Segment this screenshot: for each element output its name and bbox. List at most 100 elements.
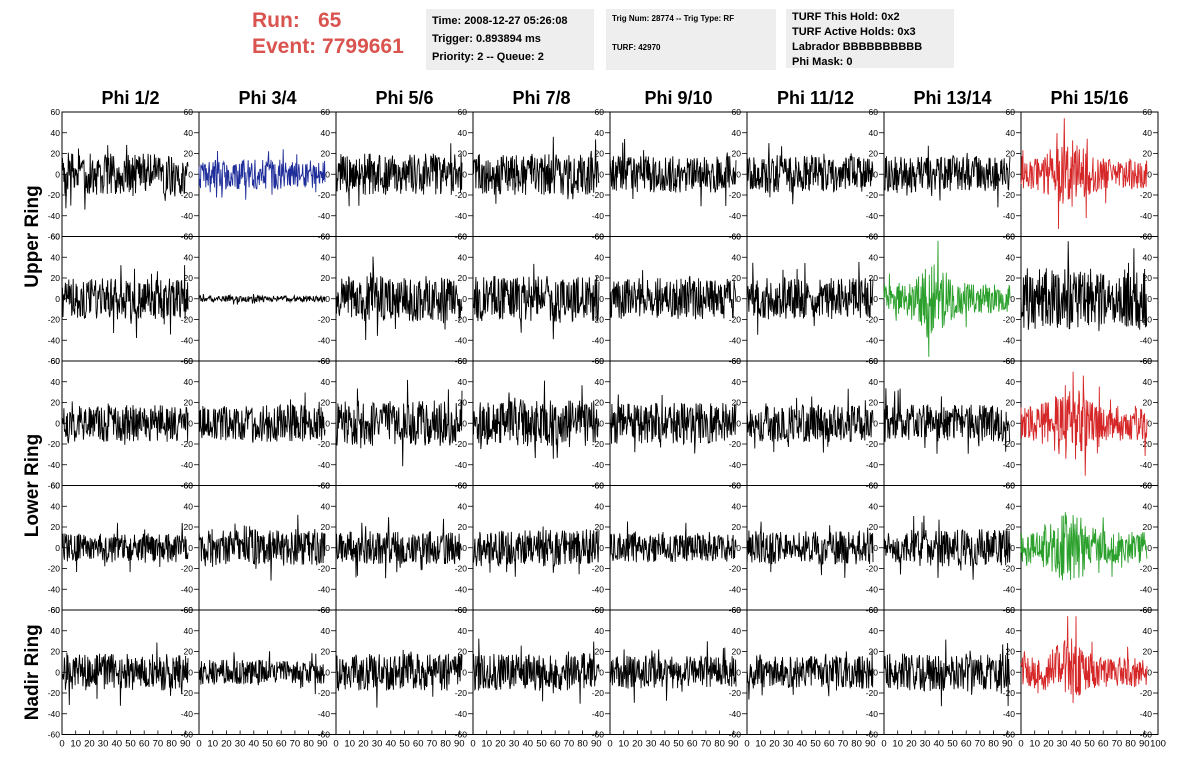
- y-tick-label: 20: [869, 149, 879, 159]
- y-tick-label: -40: [1140, 335, 1153, 345]
- y-tick-label: -20: [1140, 190, 1153, 200]
- y-tick-label: 20: [1006, 398, 1016, 408]
- y-tick-label: -20: [1140, 439, 1153, 449]
- y-tick-label: 40: [1006, 377, 1016, 387]
- y-tick-label: 0: [599, 543, 604, 553]
- y-tick-label: -40: [866, 211, 879, 221]
- y-tick-label: 0: [873, 418, 878, 428]
- x-tick-label: 80: [440, 739, 451, 750]
- x-tick-label: 80: [714, 739, 725, 750]
- y-tick-label: 40: [321, 377, 331, 387]
- y-tick-label: -40: [866, 584, 879, 594]
- y-tick-label: -20: [318, 564, 331, 574]
- y-tick-label: 60: [1006, 232, 1016, 242]
- y-tick-label: 0: [1147, 418, 1152, 428]
- x-tick-label: 50: [810, 739, 821, 750]
- y-tick-label: 0: [873, 543, 878, 553]
- waveform-trace: [61, 522, 189, 573]
- x-tick-label: 40: [1071, 739, 1082, 750]
- y-tick-label: -20: [592, 190, 605, 200]
- x-tick-label: 10: [892, 739, 903, 750]
- waveform-trace: [198, 392, 326, 443]
- waveform-trace: [883, 145, 1011, 208]
- y-tick-label: 0: [873, 169, 878, 179]
- y-tick-label: -40: [455, 211, 468, 221]
- y-tick-label: 0: [55, 294, 60, 304]
- y-tick-label: 60: [732, 107, 742, 117]
- y-tick-label: 60: [458, 605, 468, 615]
- y-tick-label: -40: [866, 335, 879, 345]
- y-tick-label: 60: [51, 107, 61, 117]
- x-tick-label: 60: [550, 739, 561, 750]
- x-tick-label: 50: [1084, 739, 1095, 750]
- y-tick-label: 60: [1143, 107, 1153, 117]
- y-tick-label: 40: [51, 252, 61, 262]
- waveform-panel: -60 -60 -40 -40 -20 -20 0 0 20 20 40 40 60 60: [48, 481, 200, 615]
- panel-frame: [883, 360, 1022, 486]
- y-tick-label: -40: [181, 211, 194, 221]
- y-tick-label: 0: [873, 294, 878, 304]
- y-tick-label: 60: [732, 481, 742, 491]
- y-tick-label: 40: [321, 626, 331, 636]
- y-tick-label: 40: [51, 128, 61, 138]
- y-tick-label: -20: [729, 564, 742, 574]
- y-tick-label: 20: [1143, 273, 1153, 283]
- x-tick-label: 60: [276, 739, 287, 750]
- y-tick-label: 60: [595, 356, 605, 366]
- y-tick-label: 60: [1006, 356, 1016, 366]
- y-tick-label: 20: [184, 398, 194, 408]
- y-tick-label: -20: [1140, 564, 1153, 574]
- y-tick-label: 60: [184, 232, 194, 242]
- y-tick-label: 20: [595, 273, 605, 283]
- x-tick-label: 10: [344, 739, 355, 750]
- y-tick-label: 60: [321, 356, 331, 366]
- y-tick-label: 60: [1006, 605, 1016, 615]
- x-tick-label: 0: [196, 739, 201, 750]
- y-tick-label: -40: [455, 460, 468, 470]
- x-tick-label: 70: [975, 739, 986, 750]
- x-tick-label: 70: [427, 739, 438, 750]
- y-tick-label: 40: [869, 626, 879, 636]
- time-text: Time: 2008-12-27 05:26:08: [432, 15, 568, 27]
- waveform-panel: -60 -60 -40 -40 -20 -20 0 0 20 20 40 40 60 60: [48, 605, 200, 740]
- waveform-trace: [61, 642, 189, 706]
- y-tick-label: 40: [184, 626, 194, 636]
- waveform-panel: -60 -60 -40 -40 -20 -20 0 0 20 20 40 40 60 60: [48, 356, 200, 491]
- y-tick-label: 40: [1006, 252, 1016, 262]
- y-tick-label: 60: [458, 107, 468, 117]
- y-tick-label: 0: [736, 294, 741, 304]
- run-value: 65: [318, 9, 342, 32]
- x-tick-label: 30: [509, 739, 520, 750]
- waveform-trace: [335, 379, 463, 467]
- y-tick-label: 0: [55, 543, 60, 553]
- y-tick-label: -40: [455, 335, 468, 345]
- y-tick-label: 60: [458, 356, 468, 366]
- y-tick-label: -20: [455, 439, 468, 449]
- y-tick-label: 20: [1006, 522, 1016, 532]
- x-tick-label: 70: [701, 739, 712, 750]
- y-tick-label: 20: [595, 647, 605, 657]
- y-tick-label: 0: [1147, 169, 1152, 179]
- waveform-trace: [472, 638, 600, 704]
- x-tick-label: 0: [59, 739, 64, 750]
- y-tick-label: 20: [458, 398, 468, 408]
- column-title: Phi 1/2: [101, 88, 159, 108]
- y-tick-label: 20: [321, 149, 331, 159]
- turf-active-holds-text: TURF Active Holds: 0x3: [792, 26, 916, 38]
- x-tick-label: 20: [495, 739, 506, 750]
- x-tick-label: 50: [536, 739, 547, 750]
- x-tick-label: 40: [249, 739, 260, 750]
- y-tick-label: 60: [1006, 107, 1016, 117]
- y-tick-label: -60: [1003, 730, 1016, 740]
- y-tick-label: -40: [592, 584, 605, 594]
- y-tick-label: 20: [732, 647, 742, 657]
- y-tick-label: -40: [318, 335, 331, 345]
- x-tick-label: 60: [139, 739, 150, 750]
